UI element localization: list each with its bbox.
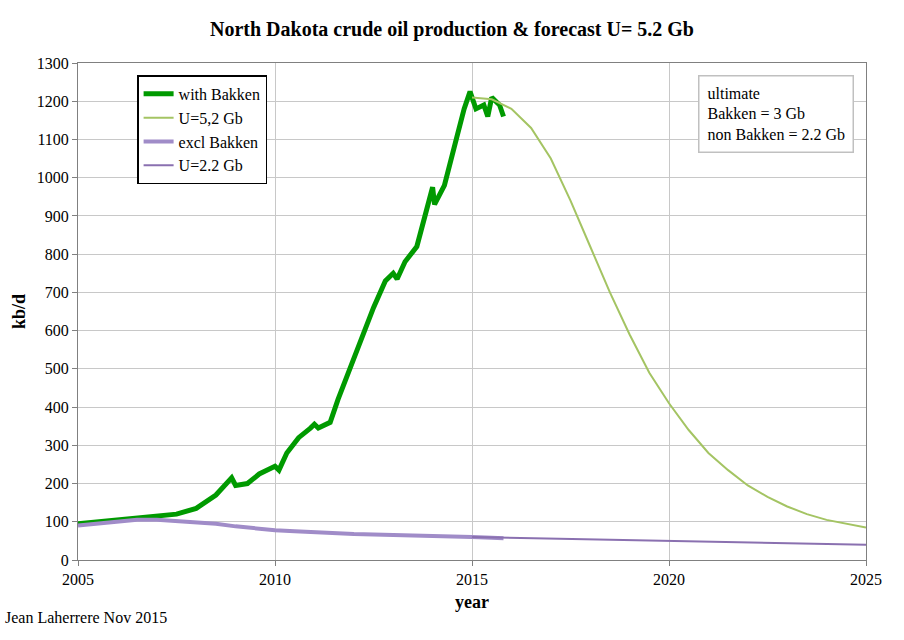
svg-text:100: 100: [45, 513, 69, 530]
svg-text:300: 300: [45, 437, 69, 454]
svg-text:0: 0: [61, 552, 69, 569]
svg-text:2010: 2010: [259, 571, 291, 588]
svg-text:excl Bakken: excl Bakken: [179, 134, 259, 151]
svg-text:500: 500: [45, 360, 69, 377]
svg-text:1100: 1100: [37, 131, 68, 148]
svg-text:1000: 1000: [37, 169, 69, 186]
svg-text:2005: 2005: [62, 571, 94, 588]
svg-text:year: year: [455, 592, 489, 612]
svg-text:with Bakken: with Bakken: [179, 86, 260, 103]
svg-text:kb/d: kb/d: [9, 294, 29, 329]
svg-text:800: 800: [45, 246, 69, 263]
svg-text:700: 700: [45, 284, 69, 301]
svg-text:North Dakota crude oil product: North Dakota crude oil production & fore…: [210, 18, 694, 41]
svg-text:U=2.2 Gb: U=2.2 Gb: [179, 157, 243, 174]
svg-text:900: 900: [45, 208, 69, 225]
svg-text:1200: 1200: [37, 93, 69, 110]
svg-text:1300: 1300: [37, 55, 69, 72]
svg-text:U=5,2 Gb: U=5,2 Gb: [179, 110, 243, 127]
svg-text:2015: 2015: [456, 571, 488, 588]
svg-text:400: 400: [45, 399, 69, 416]
svg-text:200: 200: [45, 475, 69, 492]
svg-text:2020: 2020: [653, 571, 685, 588]
svg-text:2025: 2025: [850, 571, 882, 588]
svg-text:Jean Laherrere Nov 2015: Jean Laherrere Nov 2015: [5, 609, 167, 626]
svg-text:ultimateBakken = 3 Gbnon Bakke: ultimateBakken = 3 Gbnon Bakken = 2.2 Gb: [708, 85, 845, 144]
svg-text:600: 600: [45, 322, 69, 339]
